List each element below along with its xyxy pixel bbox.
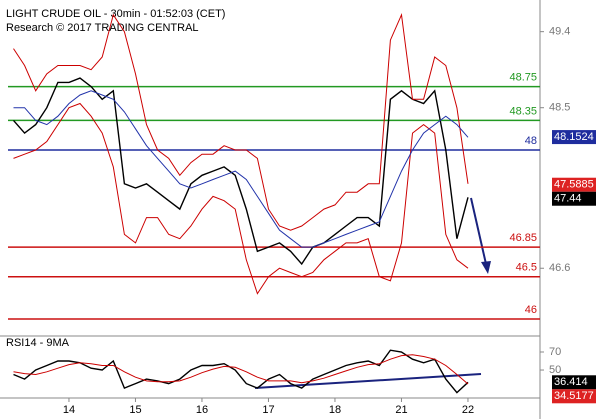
rsi-title: RSI14 - 9MA: [6, 337, 70, 349]
series-line: [13, 102, 469, 295]
y-tick-label: 46.6: [549, 262, 570, 274]
series-line: [13, 354, 469, 385]
level-label: 48.75: [509, 71, 537, 83]
y-tick-label: 50: [549, 364, 561, 376]
series-line: [13, 90, 469, 248]
y-tick-label: 49.4: [549, 26, 570, 38]
price-box: [552, 375, 596, 390]
chart-title: LIGHT CRUDE OIL - 30min - 01:52:03 (CET): [6, 8, 225, 20]
forecast-arrowhead: [481, 261, 491, 274]
level-label: 48: [525, 135, 537, 147]
level-label: 48.35: [509, 105, 537, 117]
series-line: [13, 12, 469, 231]
x-tick-label: 17: [262, 404, 274, 416]
x-tick-label: 15: [129, 404, 141, 416]
price-box-label: 34.5177: [554, 390, 594, 402]
rsi-trendline: [254, 373, 482, 389]
price-box-label: 36.414: [554, 376, 588, 388]
x-tick-label: 22: [462, 404, 474, 416]
forecast-arrow: [470, 197, 487, 265]
price-box: [552, 130, 596, 145]
price-box-label: 47.5885: [554, 179, 594, 191]
series-line: [13, 349, 469, 394]
level-label: 46.5: [516, 262, 537, 274]
y-tick-label: 70: [549, 346, 561, 358]
chart-subtitle: Research © 2017 TRADING CENTRAL: [6, 22, 199, 34]
price-box: [552, 389, 596, 404]
price-box-label: 47.44: [554, 193, 582, 205]
x-tick-label: 18: [329, 404, 341, 416]
x-tick-label: 21: [395, 404, 407, 416]
level-label: 46: [525, 304, 537, 316]
x-tick-label: 14: [63, 404, 75, 416]
series-line: [12, 77, 469, 266]
price-box-label: 48.1524: [554, 131, 594, 143]
price-box: [552, 177, 596, 192]
y-tick-label: 48.5: [549, 102, 570, 114]
price-box: [552, 191, 596, 206]
level-label: 46.85: [509, 232, 537, 244]
x-tick-label: 16: [196, 404, 208, 416]
